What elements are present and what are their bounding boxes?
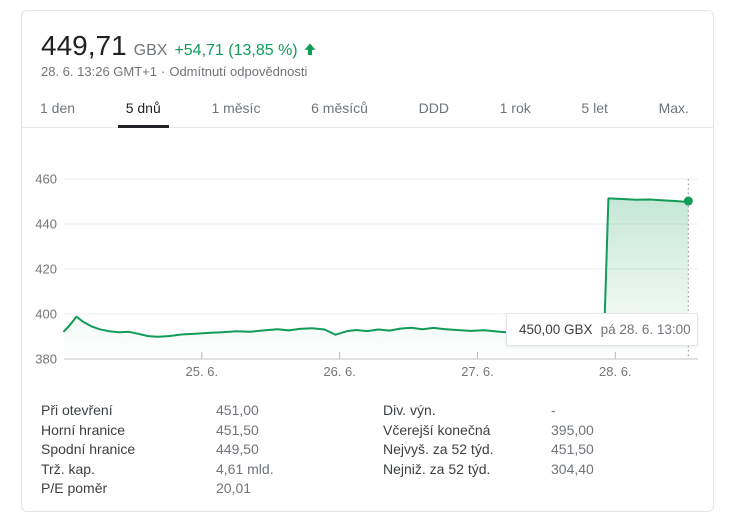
stat-row: Včerejší konečná 395,00 — [383, 421, 594, 441]
tab-max[interactable]: Max. — [658, 100, 689, 116]
stat-value: 395,00 — [551, 421, 594, 438]
quote-header: 449,71 GBX +54,71 (13,85 %) — [41, 31, 713, 61]
tab-1-den[interactable]: 1 den — [40, 100, 76, 116]
price-change: +54,71 (13,85 %) — [174, 42, 298, 59]
quote-subtitle: 28. 6. 13:26 GMT+1 · Odmítnutí odpovědnost… — [41, 64, 713, 80]
stat-value: 4,61 mld. — [216, 460, 274, 477]
tab-6-mesicu[interactable]: 6 měsíců — [311, 100, 368, 116]
x-axis-label: 27. 6. — [461, 364, 494, 379]
stat-row: Nejvyš. za 52 týd. 451,50 — [383, 440, 594, 460]
stats-column-left: Při otevření 451,00 Horní hranice 451,50 S… — [41, 401, 383, 499]
key-stats: Při otevření 451,00 Horní hranice 451,50 S… — [41, 401, 713, 499]
stat-label: P/E poměr — [41, 480, 108, 497]
stat-label: Div. výn. — [383, 402, 436, 418]
range-tabs: 1 den 5 dnů 1 měsíc 6 měsíců DDD 1 rok 5… — [22, 94, 713, 128]
stat-label: Nejvyš. za 52 týd. — [383, 441, 494, 458]
stock-quote-card: 449,71 GBX +54,71 (13,85 %) 28. 6. 13:26… — [21, 10, 714, 512]
stat-value: 20,01 — [216, 480, 252, 497]
stat-row: P/E poměr 20,01 — [41, 479, 383, 499]
stat-row: Spodní hranice 449,50 — [41, 440, 383, 460]
stat-value: 449,50 — [216, 441, 259, 458]
stats-column-right: Div. výn. - Včerejší konečná 395,00 Nejvyš… — [383, 401, 594, 499]
stat-label: Nejniž. za 52 týd. — [383, 460, 491, 477]
tab-5-dnu[interactable]: 5 dnů — [117, 94, 169, 128]
stat-value: 451,00 — [216, 402, 259, 418]
stat-label: Včerejší konečná — [383, 421, 491, 438]
current-point-dot — [683, 196, 693, 206]
tooltip-value: 450,00 GBX — [519, 322, 593, 337]
up-arrow-icon — [303, 42, 317, 61]
x-axis-label: 26. 6. — [323, 364, 356, 379]
tab-1-mesic[interactable]: 1 měsíc — [211, 100, 261, 116]
y-axis-label: 380 — [35, 352, 57, 367]
stat-value: 451,50 — [551, 441, 594, 458]
stat-row: Horní hranice 451,50 — [41, 421, 383, 441]
separator-dot: · — [160, 64, 166, 79]
stat-label: Horní hranice — [41, 421, 126, 438]
stat-row: Div. výn. - — [383, 401, 594, 421]
tab-5-let[interactable]: 5 let — [581, 100, 608, 116]
tooltip-time: pá 28. 6. 13:00 — [600, 322, 691, 337]
y-axis-label: 400 — [35, 307, 57, 322]
tooltip: 450,00 GBX pá 28. 6. 13:00 — [506, 313, 698, 346]
stat-label: Při otevření — [41, 402, 113, 418]
disclaimer-link[interactable]: Odmítnutí odpovědnosti — [169, 64, 308, 79]
x-axis-label: 25. 6. — [186, 364, 219, 379]
stat-value: 451,50 — [216, 421, 259, 438]
tab-ddd[interactable]: DDD — [418, 100, 449, 116]
quote-timestamp: 28. 6. 13:26 GMT+1 — [41, 64, 157, 79]
y-axis-label: 460 — [35, 172, 57, 187]
currency-label: GBX — [133, 42, 168, 59]
stat-row: Trž. kap. 4,61 mld. — [41, 460, 383, 480]
stat-row: Nejniž. za 52 týd. 304,40 — [383, 460, 594, 480]
stat-row: Při otevření 451,00 — [41, 401, 383, 421]
x-axis-label: 28. 6. — [599, 364, 632, 379]
stat-value: - — [551, 402, 556, 418]
tab-1-rok[interactable]: 1 rok — [499, 100, 531, 116]
y-axis-label: 420 — [35, 262, 57, 277]
chart-svg[interactable]: 460 440 420 400 380 25. 6. 26. 6. 27. 6. 28. 6. — [22, 156, 714, 396]
price-value: 449,71 — [41, 30, 127, 61]
stat-value: 304,40 — [551, 460, 594, 477]
stat-label: Trž. kap. — [41, 460, 95, 477]
chart-area: 460 440 420 400 380 25. 6. 26. 6. 27. 6. 28. 6. … — [22, 156, 713, 396]
y-axis-label: 440 — [35, 217, 57, 232]
stat-label: Spodní hranice — [41, 441, 136, 458]
